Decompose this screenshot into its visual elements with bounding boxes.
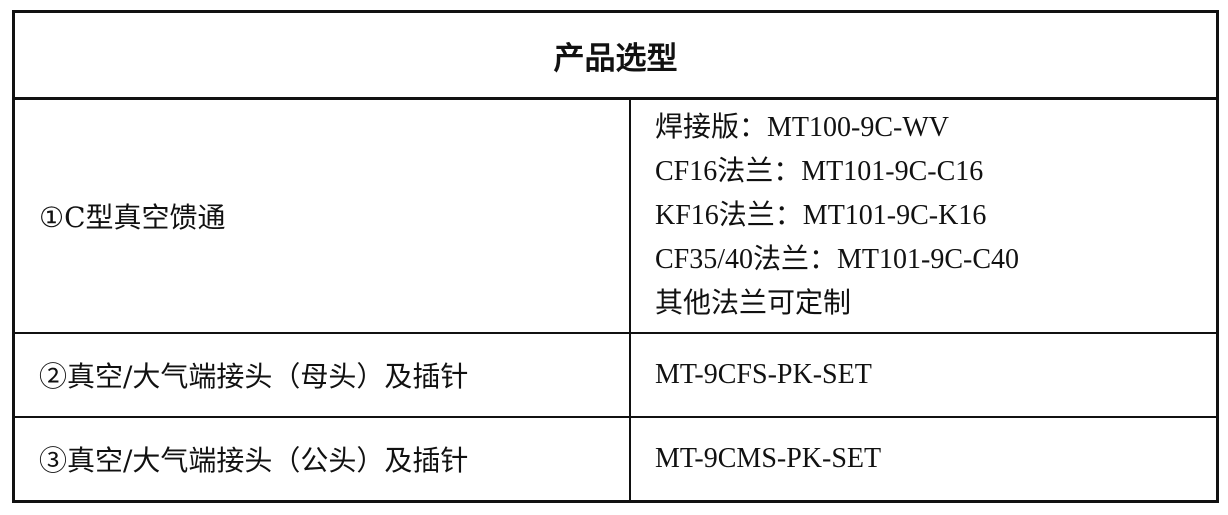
header-row: 产品选型 [12, 10, 1219, 100]
model-item: MT-9CFS-PK-SET [629, 332, 1219, 418]
model-item: 其他法兰可定制 [655, 288, 852, 319]
model-list: 焊接版：MT100-9C-WV CF16法兰：MT101-9C-C16 KF16… [629, 97, 1219, 334]
table-row: ③真空/大气端接头（公头）及插针 MT-9CMS-PK-SET [12, 416, 1219, 503]
table-row: ②真空/大气端接头（母头）及插针 MT-9CFS-PK-SET [12, 332, 1219, 418]
table-row: ①C型真空馈通 焊接版：MT100-9C-WV CF16法兰：MT101-9C-… [12, 97, 1219, 334]
product-name: ①C型真空馈通 [12, 97, 631, 334]
product-name: ②真空/大气端接头（母头）及插针 [12, 332, 631, 418]
model-item: CF35/40法兰：MT101-9C-C40 [655, 244, 1020, 275]
product-selection-table: 产品选型 ①C型真空馈通 焊接版：MT100-9C-WV CF16法兰：MT10… [12, 10, 1219, 503]
table-title: 产品选型 [12, 10, 1219, 100]
model-item: KF16法兰：MT101-9C-K16 [655, 200, 987, 231]
product-name: ③真空/大气端接头（公头）及插针 [12, 416, 631, 503]
model-item: MT-9CMS-PK-SET [629, 416, 1219, 503]
model-item: CF16法兰：MT101-9C-C16 [655, 156, 984, 187]
model-item: 焊接版：MT100-9C-WV [655, 112, 949, 143]
